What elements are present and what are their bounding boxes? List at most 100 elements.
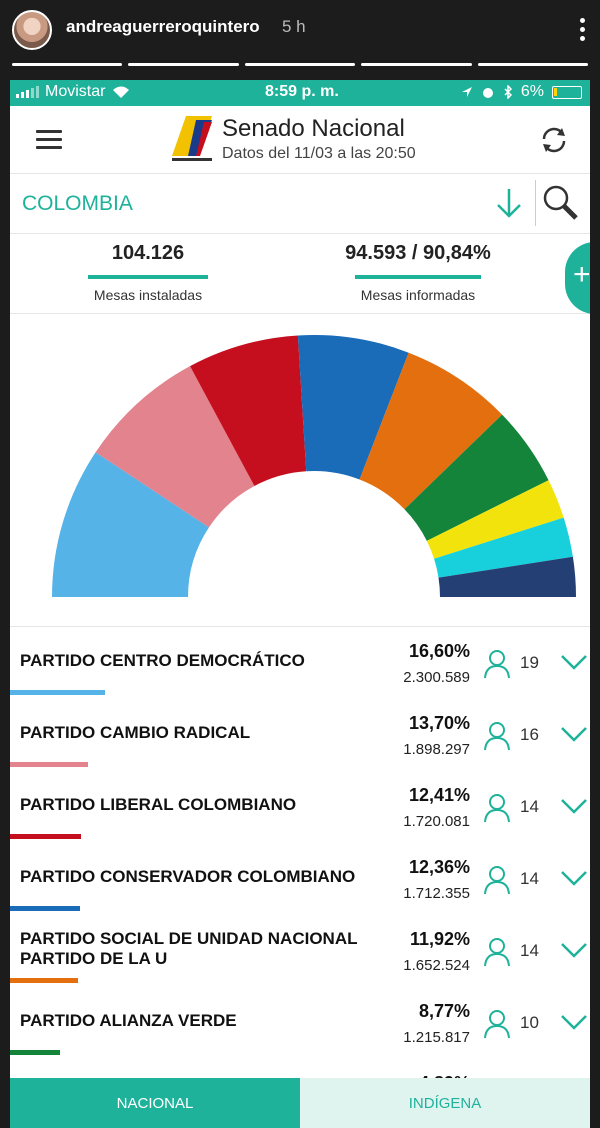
chart-segment — [359, 352, 503, 510]
wifi-icon — [113, 86, 130, 98]
story-header: andreaguerreroquintero 5 h — [0, 0, 600, 60]
chevron-down-icon[interactable] — [560, 653, 588, 671]
party-seats: 19 — [520, 653, 539, 672]
status-bar: Movistar 8:59 p. m. 6% — [10, 80, 590, 106]
mesas-informadas-value: 94.593 / 90,84% — [345, 242, 491, 264]
party-name: PARTIDO LIBERAL COLOMBIANO — [20, 795, 297, 814]
party-seats: 16 — [520, 725, 539, 744]
page-title: Senado Nacional — [222, 115, 405, 142]
divider — [535, 180, 536, 226]
party-color-bar — [10, 762, 88, 767]
party-percentage: 12,36% — [408, 857, 470, 877]
party-row[interactable]: PARTIDO SOCIAL DE UNIDAD NACIONAL PARTID… — [10, 919, 590, 991]
tab-nacional[interactable]: NACIONAL — [10, 1078, 300, 1128]
chart-segment — [404, 414, 549, 541]
stat-underline — [355, 275, 481, 279]
chart-segment — [426, 480, 564, 559]
region-name[interactable]: COLOMBIA — [22, 192, 133, 215]
party-name: PARTIDO CAMBIO RADICAL — [20, 723, 251, 742]
avatar[interactable] — [12, 10, 52, 50]
alarm-icon — [482, 88, 493, 98]
stat-mesas-informadas: 94.593 / 90,84% Mesas informadas — [320, 242, 516, 303]
battery-icon — [552, 85, 582, 99]
party-row[interactable]: PARTIDO CAMBIO RADICAL 13,70% 1.898.297 16 — [10, 703, 590, 775]
down-arrow-icon[interactable] — [494, 186, 524, 220]
more-options-icon[interactable] — [580, 18, 586, 42]
mesas-informadas-label: Mesas informadas — [360, 287, 476, 303]
plus-icon: + — [573, 258, 590, 291]
party-seats: 14 — [520, 869, 539, 888]
party-votes: 1.215.817 — [403, 1029, 470, 1046]
chart-segment — [297, 335, 409, 480]
bottom-tabs: NACIONAL INDÍGENA — [10, 1078, 590, 1128]
app-header: Senado Nacional Datos del 11/03 a las 20… — [10, 106, 590, 174]
party-row[interactable]: PARTIDO ALIANZA VERDE 8,77% 1.215.817 10 — [10, 991, 590, 1063]
party-color-bar — [10, 906, 80, 911]
add-button[interactable]: + — [565, 242, 590, 314]
chart-segment — [95, 366, 255, 528]
bluetooth-icon — [504, 85, 512, 99]
carrier-name: Movistar — [45, 83, 106, 100]
person-icon — [484, 866, 510, 895]
party-percentage: 11,92% — [409, 929, 470, 949]
party-votes: 2.300.589 — [403, 669, 470, 686]
battery-percent: 6% — [520, 83, 544, 100]
chart-segment — [434, 517, 573, 578]
story-username[interactable]: andreaguerreroquintero — [66, 17, 260, 36]
party-row[interactable]: PARTIDO LIBERAL COLOMBIANO 12,41% 1.720.08… — [10, 775, 590, 847]
mesas-instaladas-label: Mesas instaladas — [93, 287, 203, 303]
person-icon — [484, 1010, 510, 1039]
party-votes: 1.898.297 — [403, 741, 470, 758]
person-icon — [484, 722, 510, 751]
story-progress — [12, 63, 589, 66]
search-icon[interactable] — [540, 182, 580, 222]
party-name: PARTIDO SOCIAL DE UNIDAD NACIONAL PARTID… — [20, 929, 358, 968]
party-seats: 10 — [520, 1013, 539, 1032]
region-selector[interactable]: COLOMBIA — [10, 174, 590, 234]
chart-segment — [438, 556, 576, 597]
stat-underline — [88, 275, 208, 279]
data-timestamp: Datos del 11/03 a las 20:50 — [222, 145, 416, 162]
party-color-bar — [10, 1050, 60, 1055]
colombia-flag-logo — [172, 116, 212, 161]
mesas-instaladas-value: 104.126 — [111, 242, 185, 264]
location-icon — [461, 87, 472, 97]
seat-chart — [10, 314, 590, 624]
chevron-down-icon[interactable] — [560, 725, 588, 743]
party-color-bar — [10, 834, 81, 839]
chevron-down-icon[interactable] — [560, 1013, 588, 1031]
party-row[interactable]: PARTIDO CENTRO DEMOCRÁTICO 16,60% 2.300.58… — [10, 631, 590, 703]
party-percentage: 13,70% — [408, 713, 470, 733]
status-time: 8:59 p. m. — [265, 83, 339, 100]
party-row[interactable]: PARTIDO POLO DEMOCRÁTICO 4,89% — [10, 1063, 590, 1078]
party-votes: 1.652.524 — [403, 957, 470, 974]
chevron-down-icon[interactable] — [560, 869, 588, 887]
party-color-bar — [10, 690, 105, 695]
party-percentage: 4,89% — [419, 1073, 470, 1078]
chart-segment — [190, 335, 307, 486]
party-votes: 1.720.081 — [403, 813, 470, 830]
chevron-down-icon[interactable] — [560, 797, 588, 815]
person-icon — [484, 650, 510, 679]
party-name: PARTIDO CENTRO DEMOCRÁTICO — [20, 651, 305, 670]
party-percentage: 12,41% — [408, 785, 470, 805]
party-percentage: 8,77% — [418, 1001, 470, 1021]
hemicycle-chart — [52, 335, 576, 597]
party-list[interactable]: PARTIDO CENTRO DEMOCRÁTICO 16,60% 2.300.58… — [10, 626, 590, 1078]
phone-screen: Movistar 8:59 p. m. 6% Senado Nacional D… — [10, 80, 590, 1128]
chart-segment — [52, 452, 209, 597]
party-votes: 1.712.355 — [403, 885, 470, 902]
party-seats: 14 — [520, 941, 539, 960]
party-percentage: 16,60% — [408, 641, 470, 661]
stat-mesas-instaladas: 104.126 Mesas instaladas — [78, 242, 218, 303]
stats-panel: 104.126 Mesas instaladas 94.593 / 90,84%… — [10, 234, 590, 314]
tab-indigena[interactable]: INDÍGENA — [300, 1078, 590, 1128]
menu-icon[interactable] — [36, 130, 62, 150]
party-name: PARTIDO CONSERVADOR COLOMBIANO — [20, 867, 356, 886]
refresh-icon[interactable] — [538, 124, 570, 156]
party-row[interactable]: PARTIDO CONSERVADOR COLOMBIANO 12,36% 1.71… — [10, 847, 590, 919]
party-color-bar — [10, 978, 78, 983]
chevron-down-icon[interactable] — [560, 941, 588, 959]
party-name: PARTIDO POLO DEMOCRÁTICO — [20, 1063, 380, 1078]
person-icon — [484, 938, 510, 967]
